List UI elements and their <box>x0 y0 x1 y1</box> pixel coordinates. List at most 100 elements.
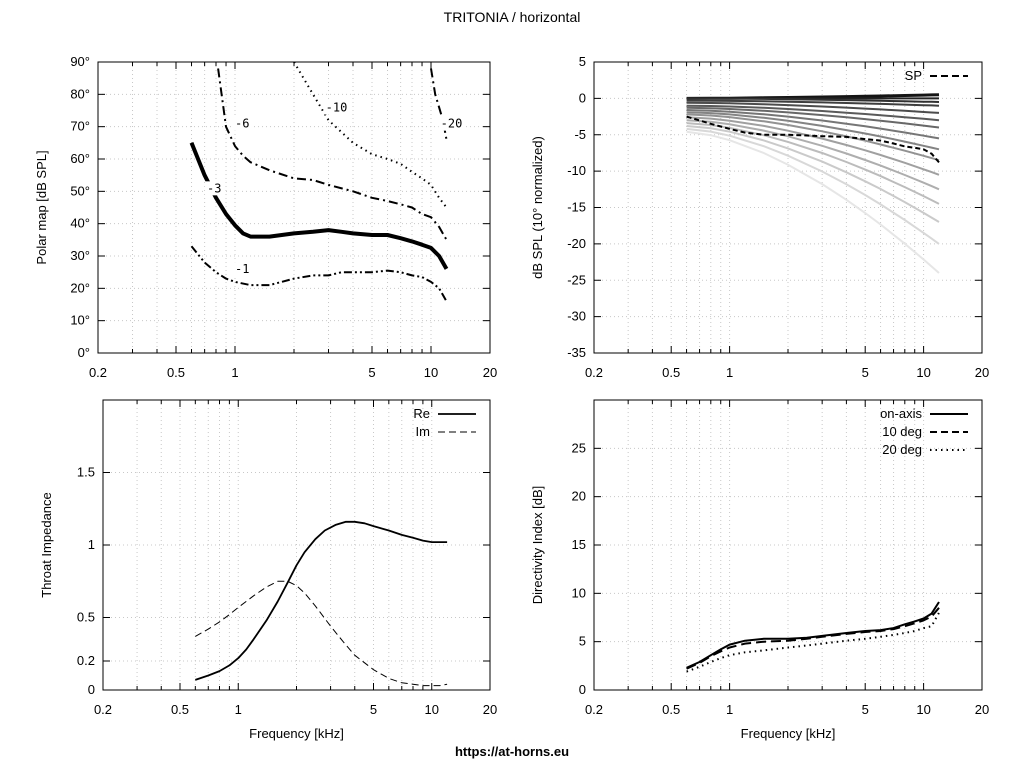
contour-line <box>190 245 448 302</box>
y-tick-label: 5 <box>579 634 586 649</box>
x-tick-label: 5 <box>368 365 375 380</box>
contour-label-bg <box>323 100 351 115</box>
x-tick-label: 20 <box>975 365 989 380</box>
contour-label-bg <box>232 116 252 131</box>
y-tick-label: 0.5 <box>77 610 95 625</box>
y-tick-label: -5 <box>574 127 586 142</box>
y-tick-label: 0 <box>579 682 586 697</box>
y-tick-label: 70° <box>70 119 90 134</box>
x-tick-label: 1 <box>726 365 733 380</box>
y-tick-label: 20 <box>572 489 586 504</box>
x-tick-label: 20 <box>483 365 497 380</box>
sp-curve <box>686 115 940 164</box>
x-tick-label: 0.2 <box>89 365 107 380</box>
x-tick-label: 0.2 <box>585 365 603 380</box>
y-axis-label: Directivity Index [dB] <box>530 486 545 605</box>
spl-angle-curve <box>686 99 940 107</box>
footer-url: https://at-horns.eu <box>454 744 570 759</box>
x-tick-label: 0.2 <box>94 702 112 717</box>
spl-angle-curve <box>686 127 940 245</box>
y-tick-label: 1 <box>88 537 95 552</box>
y-tick-label: 25 <box>572 440 586 455</box>
x-tick-label: 0.2 <box>585 702 603 717</box>
y-axis-label: dB SPL (10° normalized) <box>530 136 545 279</box>
y-tick-label: -10 <box>567 163 586 178</box>
contour-label-bg <box>438 116 466 131</box>
x-tick-label: 10 <box>916 702 930 717</box>
y-tick-label: 5 <box>579 54 586 69</box>
y-tick-label: 0 <box>88 682 95 697</box>
spl-angle-curve <box>686 130 940 274</box>
legend-label: 20 deg <box>882 442 922 457</box>
x-tick-label: 0.5 <box>167 365 185 380</box>
series-line-im <box>195 580 448 687</box>
x-tick-label: 0.5 <box>662 365 680 380</box>
x-tick-label: 0.5 <box>171 702 189 717</box>
page-title: TRITONIA / horizontal <box>443 9 581 25</box>
legend-label: Re <box>413 406 430 421</box>
panel-impedance: 0.2 0.5 1 5 10 20 0 0.2 0.5 1 1.5 Throat Impedance F… <box>39 399 497 741</box>
spl-angle-curve <box>686 104 940 122</box>
legend-label: SP <box>905 68 922 83</box>
y-tick-label: -25 <box>567 272 586 287</box>
contour-label-bg <box>205 181 225 196</box>
x-tick-label: 10 <box>916 365 930 380</box>
legend-label: on-axis <box>880 406 922 421</box>
contour-label: -6 <box>235 117 249 131</box>
x-tick-label: 5 <box>862 702 869 717</box>
spl-angle-curve <box>686 101 940 114</box>
series-line-on-axis <box>686 601 940 669</box>
contour-label: -1 <box>235 262 249 276</box>
x-tick-label: 1 <box>231 365 238 380</box>
contour-label: -3 <box>207 181 221 195</box>
series-line-re <box>195 520 448 681</box>
y-tick-label: 80° <box>70 86 90 101</box>
y-tick-label: 20° <box>70 280 90 295</box>
contour-label-bg <box>232 262 252 277</box>
series-line-10-deg <box>686 607 940 670</box>
contour-line <box>217 68 448 241</box>
spl-angle-curve <box>686 97 940 103</box>
y-tick-label: 10 <box>572 585 586 600</box>
y-tick-label: -15 <box>567 200 586 215</box>
x-tick-label: 5 <box>370 702 377 717</box>
contour-label: -10 <box>326 101 348 115</box>
legend-label: 10 deg <box>882 424 922 439</box>
x-tick-label: 20 <box>975 702 989 717</box>
contour-line <box>293 61 448 209</box>
x-axis-label: Frequency [kHz] <box>741 726 836 741</box>
x-axis-label: Frequency [kHz] <box>249 726 344 741</box>
spl-angle-curve <box>686 106 940 129</box>
y-tick-label: 50° <box>70 183 90 198</box>
spl-angle-curve <box>686 125 940 223</box>
x-tick-label: 10 <box>425 702 439 717</box>
plot-frame <box>97 61 491 354</box>
spl-angle-curve <box>686 116 940 176</box>
x-tick-label: 10 <box>424 365 438 380</box>
x-tick-label: 1 <box>235 702 242 717</box>
y-tick-label: 0° <box>78 345 90 360</box>
series-line-20-deg <box>686 612 940 673</box>
y-tick-label: 10° <box>70 313 90 328</box>
contour-label: -20 <box>441 117 463 131</box>
y-tick-label: 1.5 <box>77 465 95 480</box>
y-tick-label: -20 <box>567 236 586 251</box>
y-tick-label: 15 <box>572 537 586 552</box>
y-tick-label: 0.2 <box>77 653 95 668</box>
y-tick-label: -30 <box>567 309 586 324</box>
y-tick-label: -35 <box>567 345 586 360</box>
x-tick-label: 5 <box>862 365 869 380</box>
contour-line <box>189 142 449 270</box>
panel-polar: 0.2 0.5 1 5 10 20 0° 10° 20° 30° 40° 50° 60° 70° 80° 90… <box>34 54 497 380</box>
panel-spl: 0.2 0.5 1 5 10 20 -35 -30 -25 -20 -15 -10 -5 0 5 dB SPL… <box>530 54 989 380</box>
y-tick-label: 30° <box>70 248 90 263</box>
y-tick-label: 40° <box>70 216 90 231</box>
y-axis-label: Polar map [dB SPL] <box>34 150 49 264</box>
x-tick-label: 0.5 <box>662 702 680 717</box>
spl-angle-curve <box>686 119 940 191</box>
x-tick-label: 1 <box>726 702 733 717</box>
x-tick-label: 20 <box>483 702 497 717</box>
y-tick-label: 0 <box>579 90 586 105</box>
